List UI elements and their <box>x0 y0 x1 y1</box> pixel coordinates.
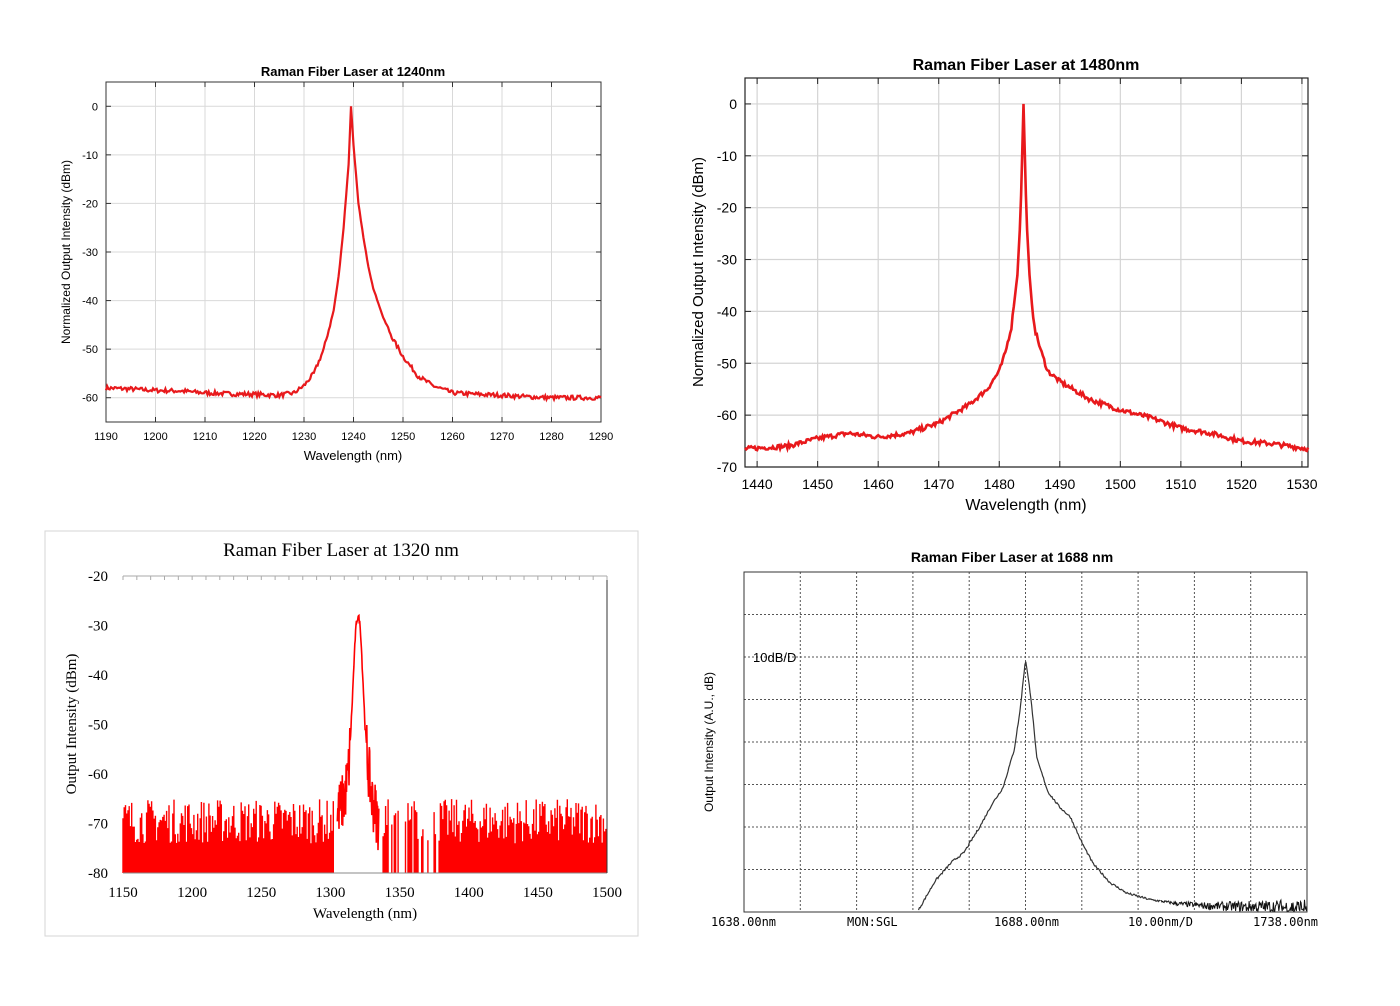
x-tick-label: 1400 <box>454 885 484 901</box>
x-tick-label: 1250 <box>391 431 415 443</box>
y-tick-label: 0 <box>92 101 98 113</box>
y-tick-labels: 0 -10 -20 -30 -40 -50 -60 -70 <box>717 96 1308 475</box>
panel-1480nm: Raman Fiber Laser at 1480nm 0 -10 -20 -30 -4… <box>690 57 1318 514</box>
y-tick-label: -40 <box>82 296 98 308</box>
x-tick-label: 1350 <box>385 885 415 901</box>
y-tick-label: 0 <box>729 96 737 112</box>
y-tick-label: -20 <box>82 198 98 210</box>
y-tick-label: -60 <box>82 393 98 405</box>
chart-title: Raman Fiber Laser at 1320 nm <box>223 540 459 561</box>
x-tick-label: 1260 <box>440 431 464 443</box>
y-tick-label: -30 <box>82 247 98 259</box>
x-tick-label: 1270 <box>490 431 514 443</box>
center-wavelength: 1688.00nm <box>994 915 1059 929</box>
y-axis-label: Output Intensity (A.U., dB) <box>702 672 716 812</box>
x-tick-labels: 1440 1450 1460 1470 1480 1490 1500 1510 1520 1530 <box>742 78 1318 492</box>
y-tick-label: -30 <box>88 619 108 635</box>
y-tick-label: -40 <box>88 668 108 684</box>
x-tick-label: 1490 <box>1044 476 1075 492</box>
y-axis-label: Output Intensity (dBm) <box>64 654 80 795</box>
x-tick-label: 1200 <box>143 431 167 443</box>
x-tick-label: 1300 <box>315 885 345 901</box>
x-tick-label: 1460 <box>863 476 894 492</box>
x-tick-label: 1440 <box>742 476 773 492</box>
top-ticks <box>122 576 608 580</box>
x-tick-label: 1530 <box>1286 476 1317 492</box>
mode-readout: MON:SGL <box>847 915 898 929</box>
x-tick-labels: 1190 1200 1210 1220 1230 1240 1250 1260 1270 1280… <box>94 82 613 443</box>
chart-title: Raman Fiber Laser at 1240nm <box>261 64 445 79</box>
x-tick-label: 1220 <box>242 431 266 443</box>
x-tick-label: 1230 <box>292 431 316 443</box>
grid <box>744 572 1307 912</box>
y-tick-label: -70 <box>717 459 737 475</box>
chart-title: Raman Fiber Laser at 1480nm <box>913 57 1140 74</box>
data-series-line <box>917 661 1161 911</box>
chart-title: Raman Fiber Laser at 1688 nm <box>911 549 1113 565</box>
y-tick-label: -20 <box>717 200 737 216</box>
y-tick-label: -50 <box>717 355 737 371</box>
y-tick-labels: 0 -10 -20 -30 -40 -50 -60 <box>82 101 601 405</box>
y-tick-label: -60 <box>717 407 737 423</box>
x-tick-label: 1150 <box>108 885 137 901</box>
x-tick-label: 1450 <box>523 885 553 901</box>
scale-label: 10dB/D <box>753 650 796 665</box>
x-tick-label: 1190 <box>94 431 118 443</box>
x-tick-label: 1290 <box>589 431 613 443</box>
grid <box>745 78 1308 468</box>
x-tick-labels: 1150 1200 1250 1300 1350 1400 1450 1500 <box>108 885 622 901</box>
x-axis-label: Wavelength (nm) <box>313 906 417 922</box>
x-tick-label: 1210 <box>193 431 217 443</box>
y-tick-label: -80 <box>88 866 108 882</box>
y-tick-labels: -20 -30 -40 -50 -60 -70 -80 <box>88 569 108 882</box>
data-series-line <box>744 103 1310 454</box>
start-wavelength: 1638.00nm <box>711 915 776 929</box>
x-tick-label: 1200 <box>177 885 207 901</box>
x-tick-label: 1500 <box>1105 476 1136 492</box>
y-tick-label: -60 <box>88 767 108 783</box>
y-tick-label: -10 <box>82 150 98 162</box>
y-tick-label: -30 <box>717 252 737 268</box>
y-tick-label: -20 <box>88 569 108 585</box>
noise-floor <box>122 799 607 873</box>
noise-tail <box>1160 898 1307 913</box>
x-tick-label: 1480 <box>984 476 1015 492</box>
span-readout: 10.00nm/D <box>1128 915 1193 929</box>
y-tick-label: -40 <box>717 303 737 319</box>
data-series-line <box>104 106 602 403</box>
stop-wavelength: 1738.00nm <box>1253 915 1318 929</box>
x-tick-label: 1240 <box>341 431 365 443</box>
panel-1688nm: Raman Fiber Laser at 1688 nm 10dB/D 1638… <box>702 549 1318 929</box>
y-tick-label: -10 <box>717 148 737 164</box>
x-tick-label: 1450 <box>802 476 833 492</box>
noise-tail-line <box>1160 898 1307 913</box>
panel-1240nm: Raman Fiber Laser at 1240nm 0 -10 -20 -30 -4… <box>59 64 613 463</box>
data-series-peak <box>336 613 380 851</box>
y-tick-label: -50 <box>82 344 98 356</box>
x-tick-label: 1500 <box>592 885 622 901</box>
x-tick-label: 1520 <box>1226 476 1257 492</box>
noise-spikes <box>122 799 607 873</box>
plot-frame <box>744 77 1309 468</box>
panel-1320nm: Raman Fiber Laser at 1320 nm -20 -30 -40 -5… <box>44 530 639 937</box>
y-tick-label: -50 <box>88 718 108 734</box>
y-tick-label: -70 <box>88 817 108 833</box>
y-axis-label: Normalized Output Intensity (dBm) <box>690 157 707 387</box>
x-tick-label: 1470 <box>923 476 954 492</box>
y-axis-label: Normalized Output Intensity (dBm) <box>59 160 73 344</box>
panel-border <box>44 530 639 937</box>
x-tick-label: 1250 <box>246 885 276 901</box>
plot-frame <box>743 571 1308 913</box>
x-tick-label: 1280 <box>539 431 563 443</box>
x-tick-label: 1510 <box>1165 476 1196 492</box>
x-axis-label: Wavelength (nm) <box>304 448 403 463</box>
x-axis-label: Wavelength (nm) <box>965 497 1086 514</box>
